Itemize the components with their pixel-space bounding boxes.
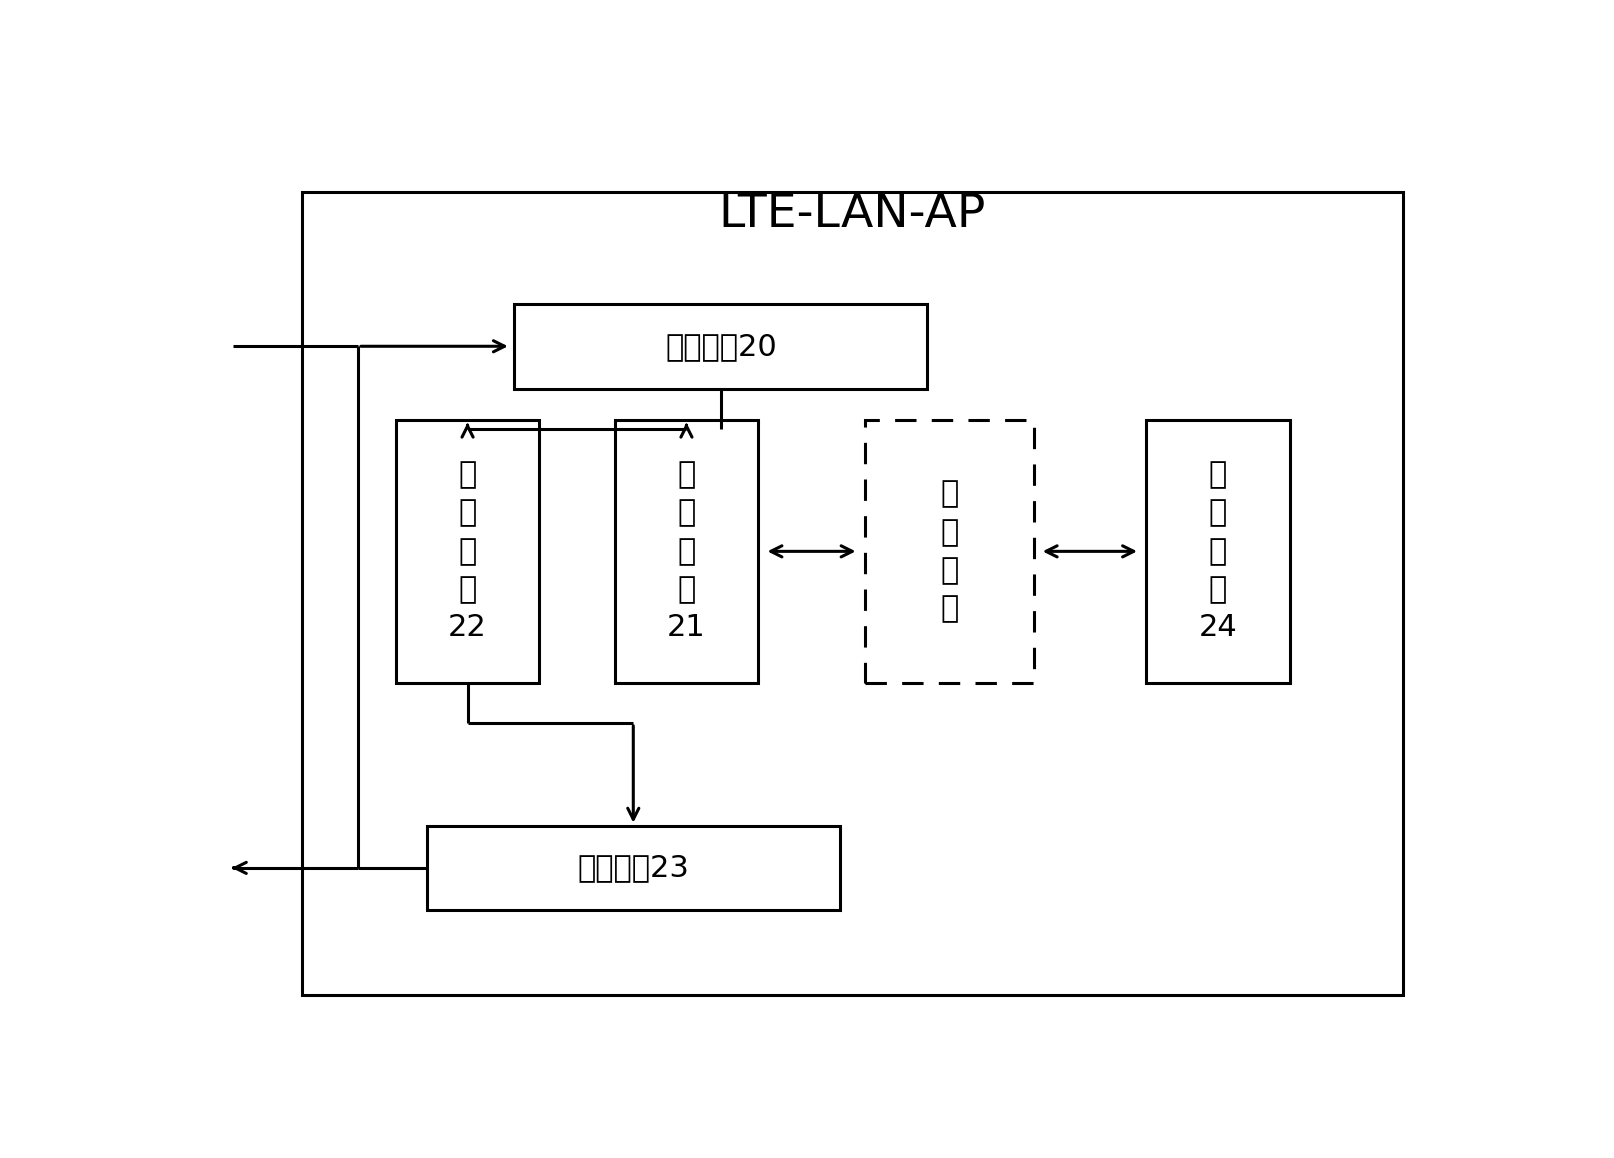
Bar: [302, 192, 1403, 995]
Text: 接收单元20: 接收单元20: [665, 332, 776, 361]
Text: 存
储
区
域: 存 储 区 域: [939, 479, 959, 623]
Bar: [395, 420, 539, 683]
Bar: [865, 420, 1033, 683]
Bar: [426, 826, 839, 910]
Text: 发送单元23: 发送单元23: [578, 853, 689, 882]
Bar: [615, 420, 759, 683]
Text: LTE-LAN-AP: LTE-LAN-AP: [718, 192, 986, 237]
Bar: [515, 303, 928, 389]
Bar: [1146, 420, 1290, 683]
Text: 获
取
单
元
21: 获 取 单 元 21: [667, 461, 705, 643]
Text: 设
置
单
元
24: 设 置 单 元 24: [1199, 461, 1238, 643]
Text: 生
成
单
元
22: 生 成 单 元 22: [449, 461, 487, 643]
